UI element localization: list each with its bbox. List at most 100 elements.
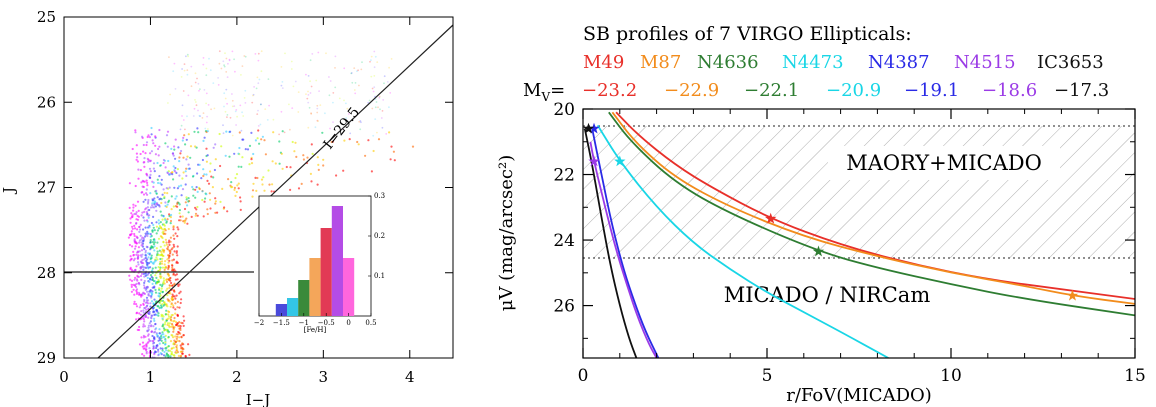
cmd-star-point xyxy=(172,178,175,181)
cmd-star-point xyxy=(134,204,137,207)
cmd-star-point xyxy=(167,245,170,248)
cmd-star-point xyxy=(153,298,156,301)
cmd-star-point xyxy=(345,102,347,105)
cmd-star-point xyxy=(149,192,152,195)
cmd-star-point xyxy=(283,131,286,134)
cmd-star-point xyxy=(203,136,206,139)
cmd-star-point xyxy=(358,120,361,123)
cmd-star-point xyxy=(163,350,166,354)
cmd-star-point xyxy=(259,123,262,126)
cmd-star-point xyxy=(158,263,161,266)
cmd-star-point xyxy=(165,187,168,190)
cmd-star-point xyxy=(169,93,172,96)
cmd-star-point xyxy=(250,162,254,165)
cmd-star-point xyxy=(167,354,170,357)
cmd-star-point xyxy=(147,334,150,337)
cmd-star-point xyxy=(143,325,146,328)
cmd-star-point xyxy=(130,258,133,261)
cmd-star-point xyxy=(164,232,167,235)
cmd-star-point xyxy=(152,310,155,313)
cmd-star-point xyxy=(256,137,259,140)
cmd-star-point xyxy=(158,332,161,335)
cmd-star-point xyxy=(190,65,193,68)
cmd-star-point xyxy=(311,53,314,55)
cmd-star-point xyxy=(334,86,337,89)
cmd-star-point xyxy=(183,221,186,224)
cmd-star-point xyxy=(223,64,226,67)
cmd-star-point xyxy=(135,144,138,147)
cmd-star-point xyxy=(185,174,188,177)
cmd-star-point xyxy=(179,301,182,305)
cmd-star-point xyxy=(164,321,167,324)
star-n4636 xyxy=(812,245,825,257)
cmd-star-point xyxy=(258,78,261,81)
cmd-star-point xyxy=(154,288,157,291)
cmd-star-point xyxy=(189,145,193,148)
cmd-axes: 0 1 2 3 4 25 26 27 28 29 xyxy=(37,8,453,386)
curve-ic3653 xyxy=(583,128,638,358)
cmd-star-point xyxy=(364,154,367,157)
cmd-star-point xyxy=(173,354,176,357)
cmd-star-point xyxy=(152,307,155,310)
cmd-star-point xyxy=(173,145,176,148)
sb-ytick-label: 22 xyxy=(553,166,575,186)
cmd-star-point xyxy=(159,347,162,350)
cmd-star-point xyxy=(140,241,143,244)
cmd-star-point xyxy=(170,208,173,211)
cmd-star-point xyxy=(175,195,178,198)
cmd-star-point xyxy=(135,265,138,268)
cmd-star-point xyxy=(176,306,179,309)
cmd-star-point xyxy=(136,218,140,221)
cmd-star-point xyxy=(140,336,143,339)
cmd-star-point xyxy=(188,353,191,356)
cmd-star-point xyxy=(160,178,163,181)
cmd-star-point xyxy=(149,241,152,244)
cmd-star-point xyxy=(161,325,164,328)
cmd-star-point xyxy=(156,229,159,232)
cmd-star-point xyxy=(136,274,139,277)
cmd-star-point xyxy=(164,142,167,145)
cmd-star-point xyxy=(147,256,150,259)
star-m49 xyxy=(765,212,777,224)
cmd-star-point xyxy=(254,139,257,142)
cmd-star-point xyxy=(143,300,146,303)
cmd-star-point xyxy=(142,185,145,189)
cmd-star-point xyxy=(148,176,151,179)
cmd-star-point xyxy=(172,326,175,329)
cmd-star-point xyxy=(195,208,198,211)
cmd-star-point xyxy=(174,297,177,300)
legend-name-m87: M87 xyxy=(640,52,681,73)
cmd-star-point xyxy=(132,203,135,206)
cmd-star-point xyxy=(260,50,263,53)
cmd-star-point xyxy=(173,148,176,151)
cmd-star-point xyxy=(161,228,164,231)
cmd-star-point xyxy=(148,226,151,229)
cmd-star-point xyxy=(324,112,326,115)
cmd-star-point xyxy=(168,300,171,303)
legend-mv-n4515: −18.6 xyxy=(982,80,1037,101)
cmd-star-point xyxy=(181,68,184,70)
cmd-star-point xyxy=(164,338,167,341)
cmd-star-point xyxy=(229,116,232,119)
cmd-star-point xyxy=(243,97,246,99)
cmd-star-point xyxy=(248,163,251,166)
cmd-star-point xyxy=(156,282,159,285)
cmd-star-point xyxy=(152,226,155,229)
cmd-star-point xyxy=(353,89,356,91)
cmd-star-point xyxy=(153,317,156,320)
cmd-star-point xyxy=(189,156,192,159)
cmd-star-point xyxy=(380,117,383,119)
cmd-star-point xyxy=(223,65,226,68)
cmd-star-point xyxy=(164,341,167,344)
curve-n4387 xyxy=(591,128,660,358)
cmd-star-point xyxy=(175,250,178,253)
cmd-star-point xyxy=(206,179,209,182)
cmd-star-point xyxy=(176,278,179,281)
cmd-star-point xyxy=(329,127,331,130)
cmd-star-point xyxy=(136,251,139,254)
cmd-star-point xyxy=(168,186,171,189)
cmd-star-point xyxy=(289,188,292,191)
cmd-star-point xyxy=(154,153,157,156)
i-limit-line xyxy=(97,24,454,359)
cmd-star-point xyxy=(229,184,232,187)
